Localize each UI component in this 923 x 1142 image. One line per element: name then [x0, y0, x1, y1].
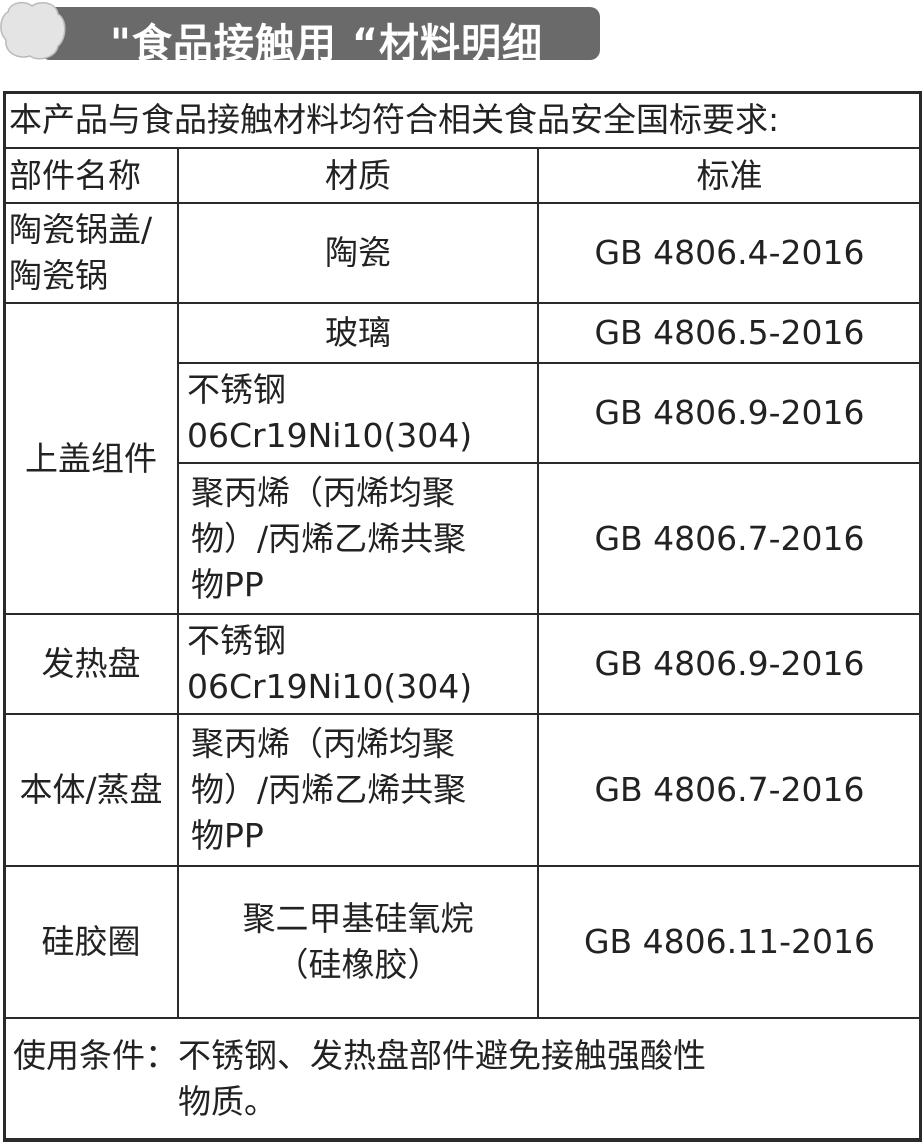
- material-cell: 不锈钢 06Cr19Ni10(304): [177, 613, 539, 715]
- header-part: 部件名称: [3, 147, 179, 204]
- part-cell: 硅胶圈: [3, 865, 179, 1019]
- header-material: 材质: [177, 147, 539, 204]
- standard-cell: GB 4806.9-2016: [537, 613, 922, 715]
- cloud-badge-icon: [0, 1, 66, 60]
- standard-cell: GB 4806.9-2016: [537, 362, 922, 464]
- material-cell: 不锈钢 06Cr19Ni10(304): [177, 362, 539, 464]
- standard-cell: GB 4806.11-2016: [537, 865, 922, 1019]
- standard-cell: GB 4806.4-2016: [537, 202, 922, 304]
- header-standard: 标准: [537, 147, 922, 204]
- table-caption: 本产品与食品接触材料均符合相关食品安全国标要求:: [3, 91, 922, 149]
- standard-cell: GB 4806.7-2016: [537, 462, 922, 615]
- part-cell: 陶瓷锅盖/ 陶瓷锅: [3, 202, 179, 304]
- material-cell: 玻璃: [177, 302, 539, 364]
- material-cell: 聚丙烯（丙烯均聚 物）/丙烯乙烯共聚 物PP: [177, 713, 539, 867]
- standard-cell: GB 4806.7-2016: [537, 713, 922, 867]
- material-cell: 陶瓷: [177, 202, 539, 304]
- section-banner: "食品接触用 “材料明细: [40, 7, 600, 67]
- standard-cell: GB 4806.5-2016: [537, 302, 922, 364]
- banner-title: "食品接触用 “材料明细: [110, 21, 544, 67]
- material-cell: 聚丙烯（丙烯均聚 物）/丙烯乙烯共聚 物PP: [177, 462, 539, 615]
- part-cell: 本体/蒸盘: [3, 713, 179, 867]
- usage-conditions: 使用条件：不锈钢、发热盘部件避免接触强酸性 物质。: [3, 1017, 922, 1142]
- part-cell: 上盖组件: [3, 302, 179, 615]
- part-cell: 发热盘: [3, 613, 179, 715]
- material-cell: 聚二甲基硅氧烷 （硅橡胶）: [177, 865, 539, 1019]
